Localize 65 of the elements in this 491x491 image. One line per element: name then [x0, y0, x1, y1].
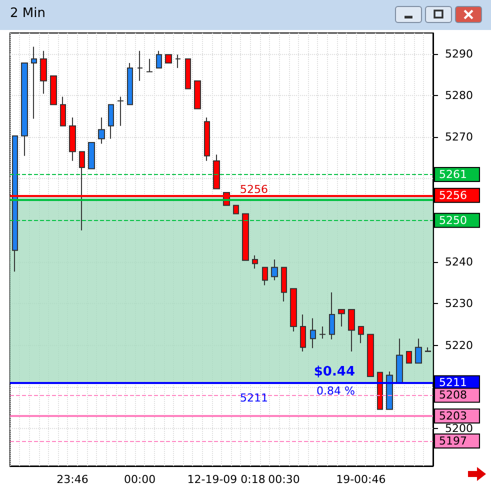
candlestick — [156, 50, 162, 68]
candlestick — [98, 117, 105, 144]
x-tick-label: 00:30 — [268, 473, 300, 486]
y-tick-label: 5290 — [445, 47, 473, 60]
annotation: $0.44 — [314, 364, 355, 380]
y-tick-label: 5230 — [445, 297, 473, 310]
candlestick — [12, 135, 18, 272]
candlestick — [233, 204, 239, 214]
y-tick-label: 5220 — [445, 338, 473, 352]
candlestick — [108, 104, 114, 140]
candlestick — [213, 154, 220, 190]
candlestick — [262, 266, 268, 286]
candlestick — [137, 50, 143, 82]
candlestick — [281, 266, 287, 302]
candlestick — [396, 338, 403, 384]
candlestick — [358, 326, 364, 344]
ref-line-label: 5197 — [439, 434, 467, 448]
candlestick — [146, 58, 153, 72]
ref-line-label: 5203 — [439, 410, 467, 423]
ref-line-label: 5261 — [439, 168, 467, 182]
candlestick — [88, 142, 95, 170]
candlestick — [204, 117, 210, 162]
candlestick — [367, 334, 374, 377]
candlestick — [415, 338, 422, 364]
y-tick-label: 5200 — [445, 422, 473, 436]
candlestick — [271, 258, 278, 281]
y-tick-label: 5270 — [445, 130, 473, 144]
candlestick — [165, 54, 172, 64]
candlestick — [290, 288, 297, 332]
x-tick-label: 19-00:46 — [336, 473, 386, 486]
chart-title: 2 Min — [10, 6, 46, 21]
candlestick — [194, 80, 201, 110]
candlestick — [406, 351, 412, 364]
candlestick — [50, 75, 57, 106]
y-tick-label: 5280 — [445, 88, 473, 102]
candlestick — [242, 213, 249, 261]
ref-line-label: 5208 — [439, 388, 467, 402]
candlestick — [425, 346, 431, 352]
x-tick-label: 12-19-09 0:18 — [187, 473, 266, 486]
candlestick — [31, 46, 37, 120]
candlestick — [348, 308, 355, 352]
candlestick — [386, 370, 393, 410]
ref-line-label: 5256 — [439, 188, 467, 202]
candlestick — [69, 117, 76, 162]
x-tick-label: 00:00 — [124, 473, 156, 486]
candlestick — [127, 62, 133, 106]
candlestick — [329, 292, 335, 340]
annotation: 5211 — [240, 391, 268, 404]
candlestick — [338, 308, 345, 328]
candlestick — [117, 96, 124, 126]
candlestick — [185, 58, 191, 90]
ref-line-label: 5250 — [439, 214, 467, 227]
annotation: 0.84 % — [316, 384, 355, 398]
candlestick — [300, 314, 306, 352]
candlestick — [175, 54, 181, 68]
candlestick — [21, 62, 28, 156]
ref-line-label: 5211 — [439, 376, 467, 390]
candlestick — [252, 254, 258, 270]
candlestick — [310, 318, 316, 349]
x-tick-label: 23:46 — [56, 473, 88, 486]
candlestick — [40, 50, 47, 94]
candlestick — [319, 326, 326, 340]
y-tick-label: 5240 — [445, 255, 473, 268]
candlestick — [60, 96, 66, 126]
annotation: 5256 — [240, 183, 268, 196]
